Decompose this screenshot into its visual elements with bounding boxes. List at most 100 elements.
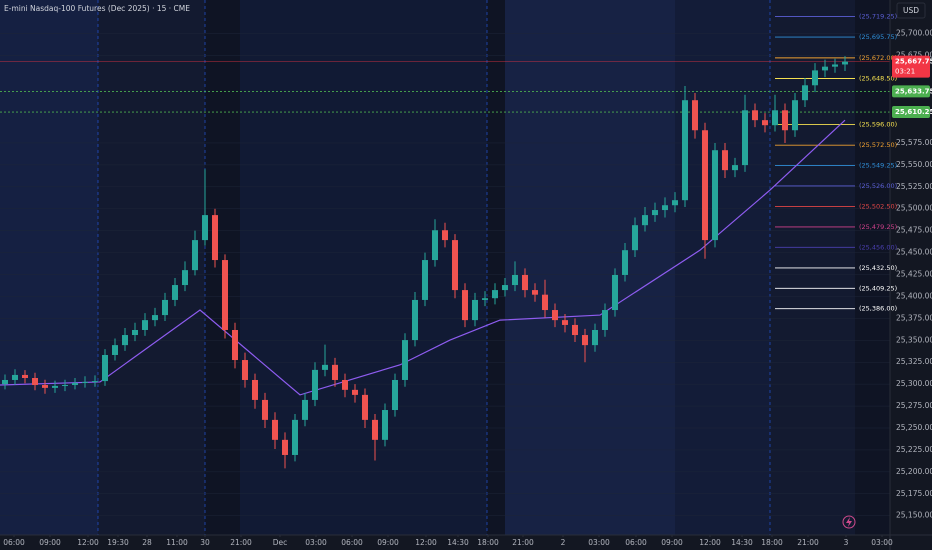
x-tick-label: 09:00 [377, 538, 399, 547]
candle-body [752, 110, 758, 121]
candle-body [842, 61, 848, 65]
candle-body [572, 324, 578, 336]
candle-body [472, 299, 478, 321]
y-tick-label: 25,175.00 [896, 489, 932, 498]
x-tick-label: 21:00 [797, 538, 819, 547]
alert-label: 25,610.25 [895, 108, 932, 116]
candle-body [652, 210, 658, 216]
candle-body [332, 364, 338, 380]
currency: USD [903, 6, 919, 15]
candle-body [782, 110, 788, 131]
candle-body [502, 285, 508, 291]
candle-body [52, 385, 58, 388]
candle-body [242, 360, 248, 380]
candle-body [152, 315, 158, 321]
candle-body [202, 215, 208, 241]
candle-body [132, 329, 138, 336]
y-tick-label: 25,300.00 [896, 379, 932, 388]
alert-label: 25,633.75 [895, 87, 932, 95]
candle-body [562, 320, 568, 325]
candle-body [802, 85, 808, 101]
alert-icon[interactable] [842, 515, 856, 529]
x-tick-label: 14:30 [731, 538, 753, 547]
level-label: (25,479.25) [859, 223, 897, 231]
candle-body [812, 70, 818, 86]
y-tick-label: 25,525.00 [896, 182, 932, 191]
session [0, 0, 98, 535]
level-label: (25,386.00) [859, 305, 897, 313]
x-tick-label: 06:00 [341, 538, 363, 547]
x-tick-label: 09:00 [39, 538, 61, 547]
candle-body [732, 165, 738, 171]
candle-body [372, 419, 378, 440]
session [240, 0, 487, 535]
x-tick-label: 11:00 [166, 538, 188, 547]
x-tick-label: 12:00 [77, 538, 99, 547]
level-label: (25,526.00) [859, 182, 897, 190]
x-tick-label: 3 [844, 538, 849, 547]
level-label: (25,672.00) [859, 54, 897, 62]
level-label: (25,432.50) [859, 264, 897, 272]
candle-body [312, 369, 318, 400]
x-tick-label: 21:00 [512, 538, 534, 547]
current-price-box [892, 55, 930, 78]
candle-body [632, 225, 638, 251]
candle-body [252, 379, 258, 400]
y-tick-label: 25,250.00 [896, 423, 932, 432]
candle-body [352, 389, 358, 395]
time-axis [0, 535, 932, 550]
candle-body [772, 110, 778, 126]
candle-body [362, 394, 368, 420]
session [855, 0, 890, 535]
y-tick-label: 25,350.00 [896, 335, 932, 344]
x-tick-label: 03:00 [871, 538, 893, 547]
alert-box [892, 106, 930, 119]
candle-body [112, 345, 118, 355]
candle-body [172, 285, 178, 300]
x-tick-label: 14:30 [447, 538, 469, 547]
candle-body [602, 310, 608, 330]
candle-body [262, 399, 268, 420]
session-shading [0, 0, 890, 535]
candle-body [232, 329, 238, 361]
candle-body [702, 130, 708, 241]
x-tick-label: 09:00 [661, 538, 683, 547]
candle-body [92, 381, 98, 383]
candle-body [402, 340, 408, 380]
candle-body [22, 374, 28, 379]
x-tick-label: 06:00 [3, 538, 25, 547]
y-tick-label: 25,450.00 [896, 248, 932, 257]
candle-body [682, 100, 688, 201]
candle-body [482, 298, 488, 300]
candle-body [62, 385, 68, 387]
candle-body [462, 290, 468, 321]
y-tick-label: 25,400.00 [896, 291, 932, 300]
y-tick-label: 25,375.00 [896, 313, 932, 322]
x-tick-label: 12:00 [699, 538, 721, 547]
currency-box [896, 2, 926, 19]
candle-body [182, 270, 188, 286]
x-tick-label: 06:00 [625, 538, 647, 547]
candle-body [72, 382, 78, 386]
day-separators [97, 0, 771, 535]
y-tick-label: 25,550.00 [896, 160, 932, 169]
y-tick-label: 25,475.00 [896, 226, 932, 235]
y-tick-label: 25,200.00 [896, 467, 932, 476]
candle-body [342, 379, 348, 390]
y-tick-label: 25,150.00 [896, 511, 932, 520]
y-tick-label: 25,675.00 [896, 50, 932, 59]
plot [0, 15, 890, 516]
candle-body [2, 379, 8, 385]
candle-body [222, 260, 228, 330]
candle-body [12, 374, 18, 380]
session [487, 0, 505, 535]
candle-body [742, 110, 748, 166]
icon-circle [842, 515, 856, 529]
y-tick-label: 25,575.00 [896, 138, 932, 147]
candle-body [532, 290, 538, 295]
candle-body [582, 335, 588, 346]
candle-body [82, 381, 88, 383]
candle-body [662, 205, 668, 211]
candle-body [322, 364, 328, 370]
x-tick-label: 12:00 [415, 538, 437, 547]
